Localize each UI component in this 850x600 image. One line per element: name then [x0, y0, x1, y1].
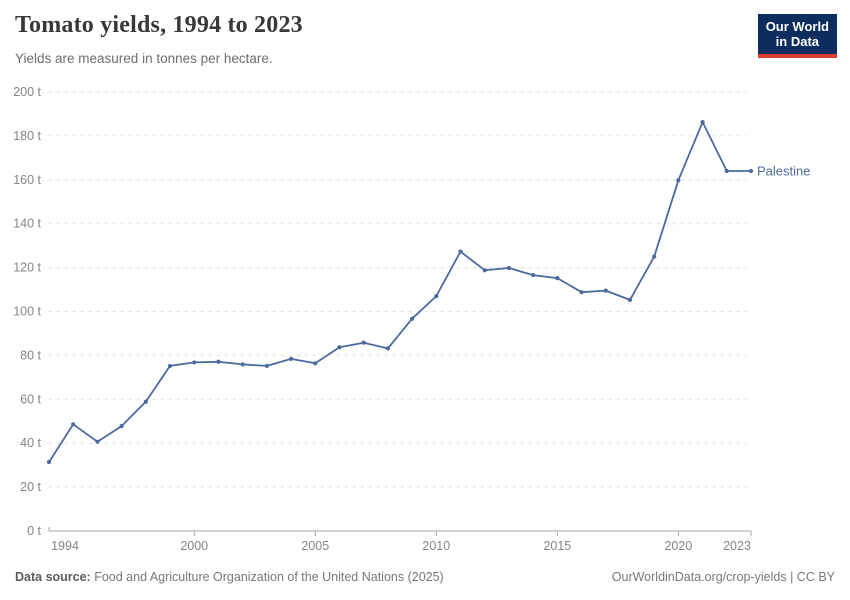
credit-link[interactable]: OurWorldinData.org/crop-yields | CC BY — [611, 570, 835, 584]
data-point-marker[interactable] — [652, 254, 657, 259]
owid-logo[interactable]: Our World in Data — [757, 14, 837, 58]
x-axis-tick-label: 2020 — [664, 539, 692, 553]
data-point-marker[interactable] — [579, 290, 584, 295]
data-point-marker[interactable] — [385, 346, 390, 351]
data-point-marker[interactable] — [167, 363, 173, 369]
data-point-marker[interactable] — [337, 345, 342, 350]
data-point-marker[interactable] — [313, 361, 318, 366]
data-point-marker[interactable] — [531, 272, 536, 278]
y-axis-tick-label: 0 t — [27, 524, 41, 538]
series-line[interactable] — [48, 121, 752, 464]
data-point-marker[interactable] — [95, 439, 100, 444]
x-axis-tick-label: 2010 — [422, 539, 450, 553]
y-axis-tick-label: 140 t — [13, 217, 41, 231]
data-point-marker[interactable] — [119, 423, 124, 429]
page-title: Tomato yields, 1994 to 2023 — [15, 12, 303, 38]
y-axis-tick-label: 100 t — [13, 305, 41, 319]
owid-logo-line1: Our World — [765, 19, 829, 34]
data-point-marker[interactable] — [700, 119, 705, 125]
y-axis-tick-label: 160 t — [13, 173, 41, 187]
data-point-marker[interactable] — [506, 265, 512, 271]
data-source-label: Data source: — [15, 570, 91, 584]
data-source-text: Food and Agriculture Organization of the… — [90, 570, 444, 584]
data-point-marker[interactable] — [724, 168, 729, 174]
data-point-marker[interactable] — [240, 362, 245, 367]
data-point-marker[interactable] — [361, 340, 366, 345]
data-point-marker[interactable] — [143, 399, 148, 404]
x-axis-tick-label: 2000 — [180, 539, 208, 553]
data-point-marker[interactable] — [748, 168, 754, 174]
y-axis-tick-label: 60 t — [20, 392, 41, 406]
data-point-marker[interactable] — [192, 360, 197, 365]
data-point-marker[interactable] — [410, 316, 415, 321]
x-axis-tick-label: 2015 — [543, 539, 571, 553]
data-point-marker[interactable] — [46, 459, 52, 465]
y-axis-tick-label: 180 t — [13, 129, 41, 143]
y-axis-tick-label: 200 t — [13, 85, 41, 99]
data-point-marker[interactable] — [288, 356, 294, 362]
x-axis-tick-label: 2023 — [723, 539, 751, 553]
data-point-marker[interactable] — [71, 422, 76, 427]
data-source-note: Data source: Food and Agriculture Organi… — [15, 570, 444, 584]
data-point-marker[interactable] — [603, 288, 608, 293]
data-point-marker[interactable] — [676, 178, 681, 183]
data-point-marker[interactable] — [434, 294, 439, 299]
y-axis-tick-label: 80 t — [20, 348, 41, 362]
data-point-marker[interactable] — [627, 297, 633, 302]
series-end-label[interactable]: Palestine — [757, 164, 810, 179]
data-point-marker[interactable] — [264, 363, 269, 369]
data-point-marker[interactable] — [555, 276, 560, 281]
y-axis-tick-label: 40 t — [20, 436, 41, 450]
y-axis-tick-label: 20 t — [20, 480, 41, 494]
data-point-marker[interactable] — [458, 249, 463, 254]
data-point-marker[interactable] — [482, 268, 487, 273]
chart-subtitle: Yields are measured in tonnes per hectar… — [15, 51, 273, 66]
owid-logo-line2: in Data — [775, 34, 820, 50]
x-axis-tick-label: 2005 — [301, 539, 329, 553]
data-point-marker[interactable] — [216, 359, 221, 364]
x-axis-tick-label: 1994 — [51, 539, 79, 553]
y-axis-tick-label: 120 t — [13, 261, 41, 275]
